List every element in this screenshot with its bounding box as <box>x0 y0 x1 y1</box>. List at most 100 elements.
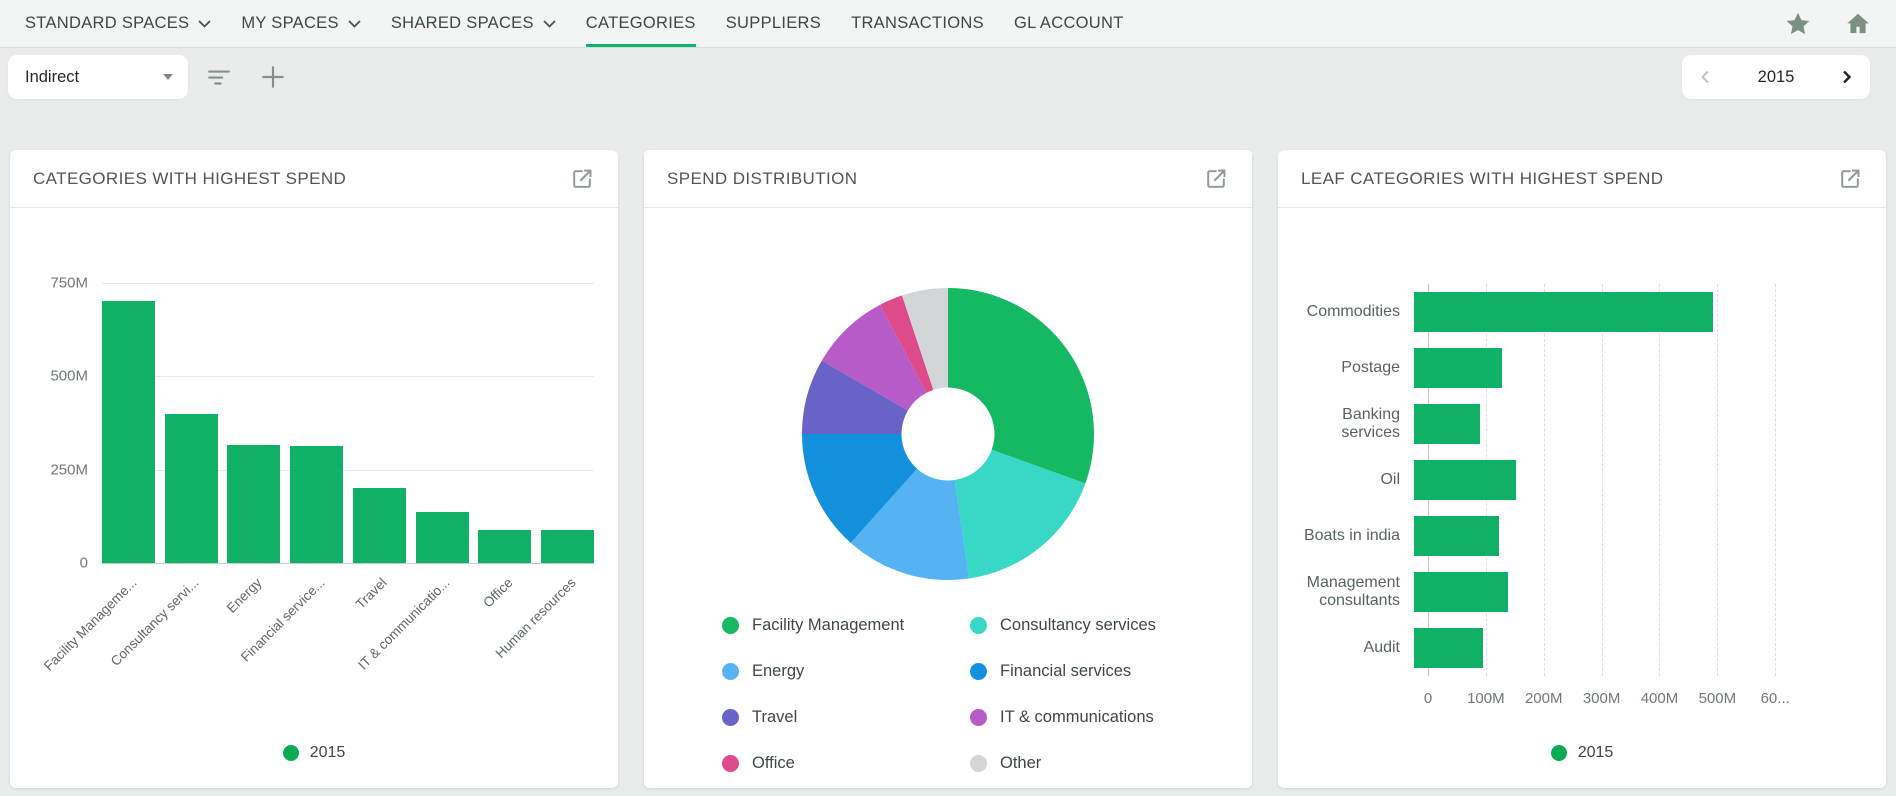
card-title: SPEND DISTRIBUTION <box>667 168 858 188</box>
bar-consultancy-servi[interactable] <box>164 414 218 563</box>
legend-item-financial-services[interactable]: Financial services <box>970 662 1174 681</box>
legend-label: Facility Management <box>752 616 905 634</box>
donut-chart-wrap <box>644 288 1252 580</box>
bar-banking-services[interactable] <box>1414 404 1481 444</box>
row-track <box>1414 292 1862 332</box>
card-header: LEAF CATEGORIES WITH HIGHEST SPEND <box>1278 150 1886 208</box>
nav-tab-label: CATEGORIES <box>585 14 696 32</box>
bar-postage[interactable] <box>1414 348 1503 388</box>
x-tick-label: 100M <box>1467 690 1505 707</box>
nav-tab-label: MY SPACES <box>241 14 339 32</box>
chart-row-oil: Oil <box>1302 452 1862 508</box>
pie-slice-consultancy-services[interactable] <box>954 449 1086 579</box>
star-icon[interactable] <box>1784 10 1812 38</box>
chart-row-commodities: Commodities <box>1302 284 1862 340</box>
x-tick-label: Human resources <box>492 575 579 661</box>
legend-label: 2015 <box>309 744 346 761</box>
legend-item-other[interactable]: Other <box>970 754 1174 773</box>
legend-dot <box>722 709 739 726</box>
bar-oil[interactable] <box>1414 460 1516 500</box>
bar-commodities[interactable] <box>1414 292 1713 332</box>
chart-row-postage: Postage <box>1302 340 1862 396</box>
legend-item-it-communications[interactable]: IT & communications <box>970 708 1174 727</box>
row-track <box>1414 572 1862 612</box>
nav-tab-gl-account[interactable]: GL ACCOUNT <box>999 0 1139 47</box>
pie-slice-it-communications[interactable] <box>821 304 927 411</box>
card-title: CATEGORIES WITH HIGHEST SPEND <box>33 168 347 188</box>
spend-distribution-donut <box>802 288 1094 580</box>
nav-tabs: STANDARD SPACES MY SPACES SHARED SPACES CAT… <box>10 0 1139 47</box>
x-tick-label: 400M <box>1640 690 1679 707</box>
bar-office[interactable] <box>478 529 532 563</box>
legend-item-energy[interactable]: Energy <box>722 662 970 681</box>
nav-tab-categories[interactable]: CATEGORIES <box>571 0 711 47</box>
year-selector: 2015 <box>1682 55 1870 99</box>
bar-financial-service[interactable] <box>290 446 344 563</box>
nav-tab-shared-spaces[interactable]: SHARED SPACES <box>376 0 571 47</box>
nav-tab-my-spaces[interactable]: MY SPACES <box>226 0 375 47</box>
card-header: SPEND DISTRIBUTION <box>644 150 1252 208</box>
row-label-banking-services: Banking services <box>1341 405 1400 441</box>
legend-item-travel[interactable]: Travel <box>722 708 970 727</box>
filter-icon[interactable] <box>196 54 242 100</box>
bar-management-consultants[interactable] <box>1414 572 1509 612</box>
pie-slice-travel[interactable] <box>802 360 908 434</box>
legend-dot <box>282 745 299 761</box>
bar-travel[interactable] <box>352 487 406 563</box>
legend-label: Energy <box>752 662 805 680</box>
legend-label: Consultancy services <box>1000 616 1156 634</box>
pie-slice-facility-management[interactable] <box>948 288 1094 484</box>
x-tick-label: 60... <box>1760 690 1790 707</box>
pie-slice-office[interactable] <box>880 295 934 393</box>
row-track <box>1414 348 1862 388</box>
pie-slice-other[interactable] <box>902 288 948 390</box>
legend-label: Other <box>1000 754 1042 772</box>
bar-boats-in-india[interactable] <box>1414 516 1500 556</box>
bar-it-communicatio[interactable] <box>415 511 469 563</box>
y-gridline <box>102 282 594 284</box>
previous-year-button[interactable] <box>1694 65 1718 89</box>
nav-tab-transactions[interactable]: TRANSACTIONS <box>836 0 999 47</box>
bar-facility-manageme[interactable] <box>102 301 155 563</box>
open-in-new-icon[interactable] <box>1203 166 1229 192</box>
legend-dot <box>970 709 987 726</box>
row-label-oil: Oil <box>1380 470 1400 488</box>
donut-legend: Facility Management Consultancy services E… <box>722 616 1174 773</box>
x-axis-labels: Facility Manageme... Consultancy servi...… <box>40 563 594 695</box>
row-label-audit: Audit <box>1363 638 1400 656</box>
card-spend-distribution: SPEND DISTRIBUTION Facility Management Co… <box>644 150 1252 788</box>
top-navbar: STANDARD SPACES MY SPACES SHARED SPACES CAT… <box>0 0 1896 48</box>
legend-dot <box>970 617 987 634</box>
plus-icon[interactable] <box>250 54 296 100</box>
chart-legend-2015[interactable]: 2015 <box>1278 744 1886 762</box>
legend-item-facility-management[interactable]: Facility Management <box>722 616 970 635</box>
chart-row-audit: Audit <box>1302 620 1862 676</box>
bar-energy[interactable] <box>227 444 281 563</box>
open-in-new-icon[interactable] <box>569 166 595 192</box>
legend-item-office[interactable]: Office <box>722 754 970 773</box>
legend-dot <box>722 663 739 680</box>
legend-item-consultancy-services[interactable]: Consultancy services <box>970 616 1174 635</box>
legend-dot <box>722 617 739 634</box>
nav-tab-suppliers[interactable]: SUPPLIERS <box>711 0 836 47</box>
next-year-button[interactable] <box>1834 65 1858 89</box>
legend-label: Travel <box>752 708 798 726</box>
x-tick-label: 500M <box>1698 690 1737 707</box>
toolbar: Indirect 2015 <box>0 48 1896 106</box>
bar-audit[interactable] <box>1414 628 1484 668</box>
nav-actions <box>1784 0 1872 47</box>
nav-tab-label: SUPPLIERS <box>725 14 822 32</box>
card-leaf-categories-with-highest-spend: LEAF CATEGORIES WITH HIGHEST SPEND Commo… <box>1278 150 1886 788</box>
legend-dot <box>722 755 739 772</box>
row-track <box>1414 404 1862 444</box>
bar-human-resources[interactable] <box>540 530 594 563</box>
pie-slice-energy[interactable] <box>850 468 970 580</box>
dimension-dropdown[interactable]: Indirect <box>8 55 188 99</box>
chevron-down-icon <box>163 74 173 80</box>
chart-legend-2015[interactable]: 2015 <box>10 744 618 762</box>
pie-slice-financial-services[interactable] <box>802 434 918 543</box>
nav-tab-standard-spaces[interactable]: STANDARD SPACES <box>10 0 226 47</box>
open-in-new-icon[interactable] <box>1837 166 1863 192</box>
card-header: CATEGORIES WITH HIGHEST SPEND <box>10 150 618 208</box>
home-icon[interactable] <box>1844 10 1872 38</box>
